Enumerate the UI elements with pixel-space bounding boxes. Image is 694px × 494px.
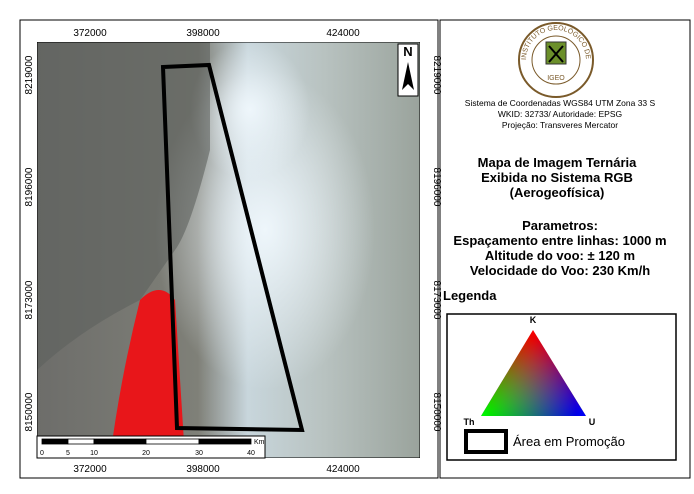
y-coord-left: 8150000 bbox=[24, 392, 35, 431]
scale-tick-label: 0 bbox=[40, 450, 44, 457]
legend-box bbox=[446, 313, 677, 461]
map-title: Exibida no Sistema RGB bbox=[481, 170, 633, 185]
x-coord-bottom: 398000 bbox=[186, 464, 220, 475]
coordinate-info: Projeção: Transveres Mercator bbox=[502, 120, 618, 130]
x-coord-top: 372000 bbox=[73, 28, 107, 39]
y-coord-left: 8196000 bbox=[24, 167, 35, 206]
north-label: N bbox=[403, 44, 412, 59]
coordinate-info: Sistema de Coordenadas WGS84 UTM Zona 33… bbox=[465, 98, 656, 108]
u-label: U bbox=[589, 417, 596, 427]
map-title: Mapa de Imagem Ternária bbox=[478, 155, 637, 170]
scale-segment bbox=[67, 438, 95, 445]
ternary-triangle bbox=[481, 330, 586, 416]
scale-unit: Km bbox=[254, 439, 265, 446]
scale-bar: 0 5 10 20 30 40 Km bbox=[36, 435, 266, 459]
y-coord-left: 8173000 bbox=[24, 280, 35, 319]
scale-segment bbox=[145, 438, 200, 445]
k-label: K bbox=[530, 315, 537, 325]
logo-short: IGEO bbox=[547, 75, 565, 82]
promotion-area bbox=[160, 62, 305, 433]
scale-tick-label: 20 bbox=[142, 450, 150, 457]
north-arrow: N bbox=[397, 43, 419, 97]
x-coord-top: 424000 bbox=[326, 28, 360, 39]
y-coord-right: 8150000 bbox=[431, 393, 442, 432]
x-coord-bottom: 372000 bbox=[73, 464, 107, 475]
promotion-label: Área em Promoção bbox=[513, 434, 625, 449]
scale-segment bbox=[93, 438, 147, 445]
scale-segment bbox=[41, 438, 69, 445]
scale-tick-label: 40 bbox=[247, 450, 255, 457]
map-title: (Aerogeofísica) bbox=[510, 185, 605, 200]
y-coord-right: 8219000 bbox=[431, 56, 442, 95]
x-coord-bottom: 424000 bbox=[326, 464, 360, 475]
parameters-heading: Parametros: bbox=[522, 218, 598, 233]
promotion-symbol bbox=[464, 429, 508, 454]
raster-image bbox=[37, 42, 420, 458]
y-coord-right: 8196000 bbox=[431, 168, 442, 207]
legend-title: Legenda bbox=[443, 288, 497, 303]
y-coord-right: 8173000 bbox=[431, 281, 442, 320]
scale-segment bbox=[198, 438, 252, 445]
scale-tick-label: 10 bbox=[90, 450, 98, 457]
parameter-line: Velocidade do Voo: 230 Km/h bbox=[470, 263, 650, 278]
coordinate-info: WKID: 32733/ Autoridade: EPSG bbox=[498, 109, 622, 119]
y-coord-left: 8219000 bbox=[24, 55, 35, 94]
parameter-line: Altitude do voo: ± 120 m bbox=[485, 248, 635, 263]
parameter-line: Espaçamento entre linhas: 1000 m bbox=[453, 233, 666, 248]
panel-frame bbox=[439, 19, 691, 479]
x-coord-top: 398000 bbox=[186, 28, 220, 39]
scale-tick-label: 5 bbox=[66, 450, 70, 457]
scale-tick-label: 30 bbox=[195, 450, 203, 457]
th-label: Th bbox=[464, 417, 475, 427]
